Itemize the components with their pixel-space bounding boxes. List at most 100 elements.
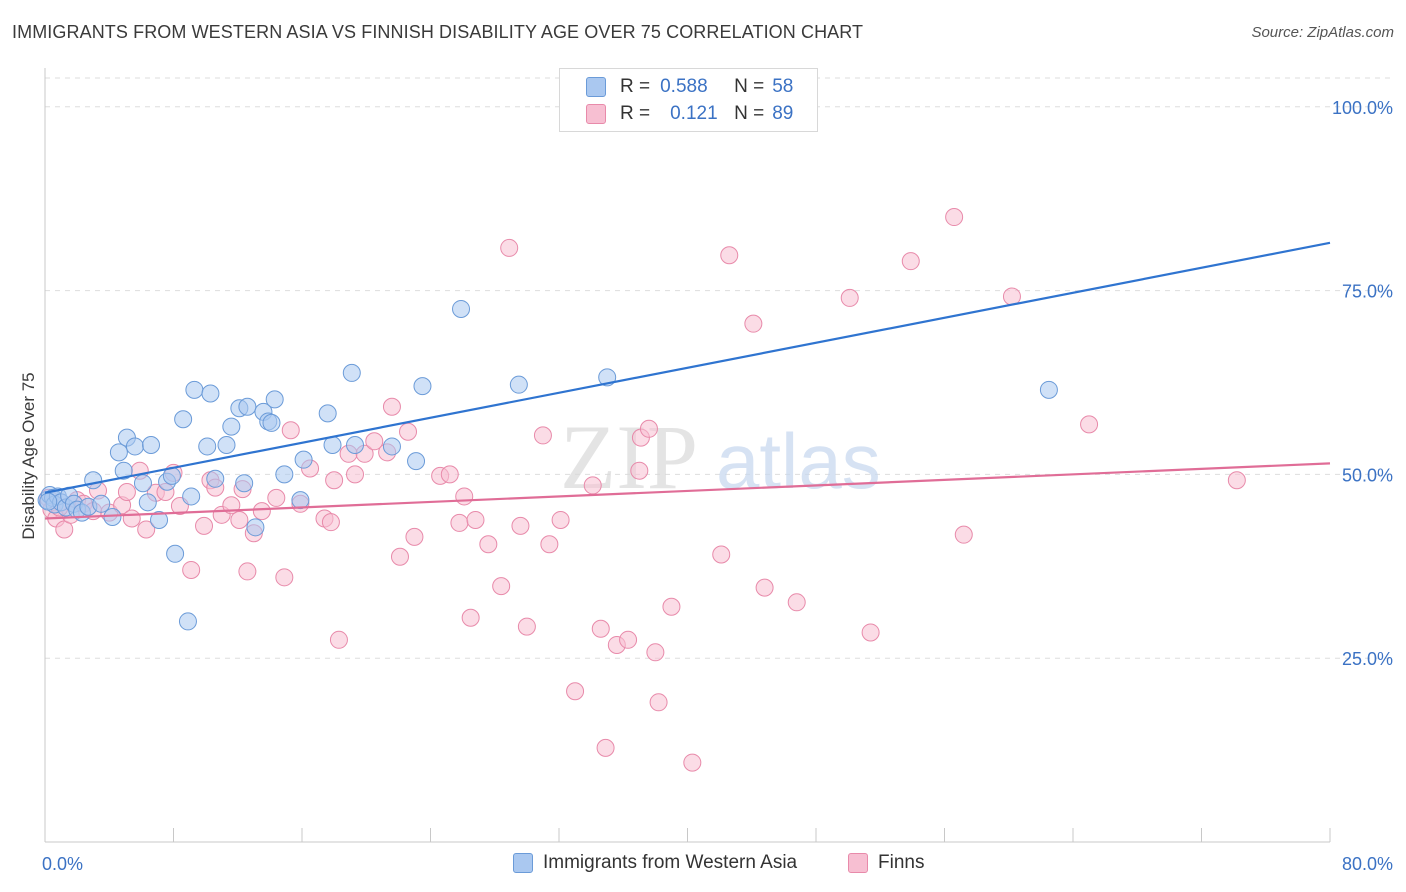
trend-lines <box>44 241 1331 520</box>
finns-point <box>390 547 409 566</box>
tick-labels: 25.0% 50.0% 75.0% 100.0% 0.0% 80.0% <box>42 98 1393 874</box>
legend-n-label: N = <box>734 103 765 124</box>
finns-point <box>117 483 136 502</box>
legend-row-western-asia: R = 0.588 N = 58 <box>586 75 793 99</box>
axes <box>44 68 1331 843</box>
legend-r-label: R = <box>620 76 651 97</box>
bottom-legend-label: Immigrants from Western Asia <box>543 852 798 873</box>
x-tick-label: 0.0% <box>42 854 83 874</box>
western-asia-point <box>452 299 471 318</box>
finns-point <box>787 593 806 612</box>
finns-point <box>683 753 702 772</box>
western-asia-point <box>198 437 217 456</box>
western-asia-point <box>201 384 220 403</box>
western-asia-point <box>413 377 432 396</box>
finns-point <box>712 545 731 564</box>
western-asia-point <box>294 450 313 469</box>
finns-point <box>137 520 156 539</box>
finns-point <box>346 465 365 484</box>
finns-point <box>517 617 536 636</box>
western-asia-point <box>166 544 185 563</box>
y-tick-label: 25.0% <box>1342 649 1393 669</box>
finns-point <box>321 513 340 532</box>
finns-point <box>365 432 384 451</box>
finns-point <box>1227 471 1246 490</box>
finns-point <box>440 465 459 484</box>
bottom-legend-swatch-blue <box>513 853 533 873</box>
finns-point <box>182 560 201 579</box>
western-asia-points <box>37 299 1058 631</box>
western-asia-point <box>382 437 401 456</box>
finns-point <box>649 693 668 712</box>
finns-point <box>500 238 519 257</box>
western-asia-point <box>275 465 294 484</box>
western-asia-point <box>150 510 169 529</box>
finns-point <box>281 421 300 440</box>
legend-swatch-blue <box>586 77 606 97</box>
western-asia-point <box>342 363 361 382</box>
y-tick-label: 50.0% <box>1342 465 1393 485</box>
finns-point <box>511 516 530 535</box>
bottom-legend-label: Finns <box>878 852 925 873</box>
bottom-legend-swatch-pink <box>848 853 868 873</box>
western-asia-point <box>185 380 204 399</box>
western-asia-point <box>84 471 103 490</box>
finns-point <box>399 422 418 441</box>
finns-point <box>466 510 485 529</box>
finns-point <box>639 419 658 438</box>
finns-point <box>720 246 739 265</box>
western-asia-point <box>133 474 152 493</box>
western-asia-trend-line <box>44 241 1331 494</box>
finns-point <box>583 476 602 495</box>
finns-point <box>195 516 214 535</box>
western-asia-point <box>182 487 201 506</box>
finns-point <box>329 630 348 649</box>
finns-point <box>455 487 474 506</box>
finns-point <box>1080 415 1099 434</box>
western-asia-point <box>217 435 236 454</box>
finns-point <box>744 314 763 333</box>
y-axis-label: Disability Age Over 75 <box>19 372 38 539</box>
western-asia-point <box>238 397 257 416</box>
finns-point <box>267 488 286 507</box>
finns-point <box>630 461 649 480</box>
western-asia-point <box>109 443 128 462</box>
finns-point <box>954 525 973 544</box>
western-asia-point <box>291 491 310 510</box>
western-asia-point <box>206 469 225 488</box>
western-asia-point <box>142 435 161 454</box>
chart-title: IMMIGRANTS FROM WESTERN ASIA VS FINNISH … <box>12 22 864 42</box>
finns-point <box>479 535 498 554</box>
legend-n-label: N = <box>734 76 765 97</box>
finns-point <box>619 630 638 649</box>
x-tick-label: 80.0% <box>1342 854 1393 874</box>
finns-point <box>755 578 774 597</box>
legend-swatch-pink <box>586 104 606 124</box>
western-asia-point <box>125 437 144 456</box>
western-asia-point <box>39 492 58 511</box>
western-asia-point <box>407 452 426 471</box>
western-asia-point <box>92 494 111 513</box>
finns-point <box>238 562 257 581</box>
finns-point <box>275 568 294 587</box>
western-asia-point <box>265 390 284 409</box>
western-asia-point <box>103 508 122 527</box>
y-tick-label: 75.0% <box>1342 282 1393 302</box>
western-asia-point <box>178 612 197 631</box>
finns-point <box>591 619 610 638</box>
legend-r-value: 0.588 <box>660 76 708 97</box>
finns-point <box>646 643 665 662</box>
bottom-legend-finns: Finns <box>848 852 924 874</box>
y-tick-label: 100.0% <box>1332 98 1393 118</box>
western-asia-point <box>174 410 193 429</box>
finns-point <box>596 738 615 757</box>
western-asia-point <box>246 518 265 537</box>
finns-point <box>252 502 271 521</box>
finns-point <box>540 535 559 554</box>
finns-point <box>325 471 344 490</box>
watermark-atlas: atlas <box>716 417 881 505</box>
legend-r-label: R = <box>620 103 651 124</box>
finns-point <box>492 577 511 596</box>
western-asia-point <box>346 435 365 454</box>
